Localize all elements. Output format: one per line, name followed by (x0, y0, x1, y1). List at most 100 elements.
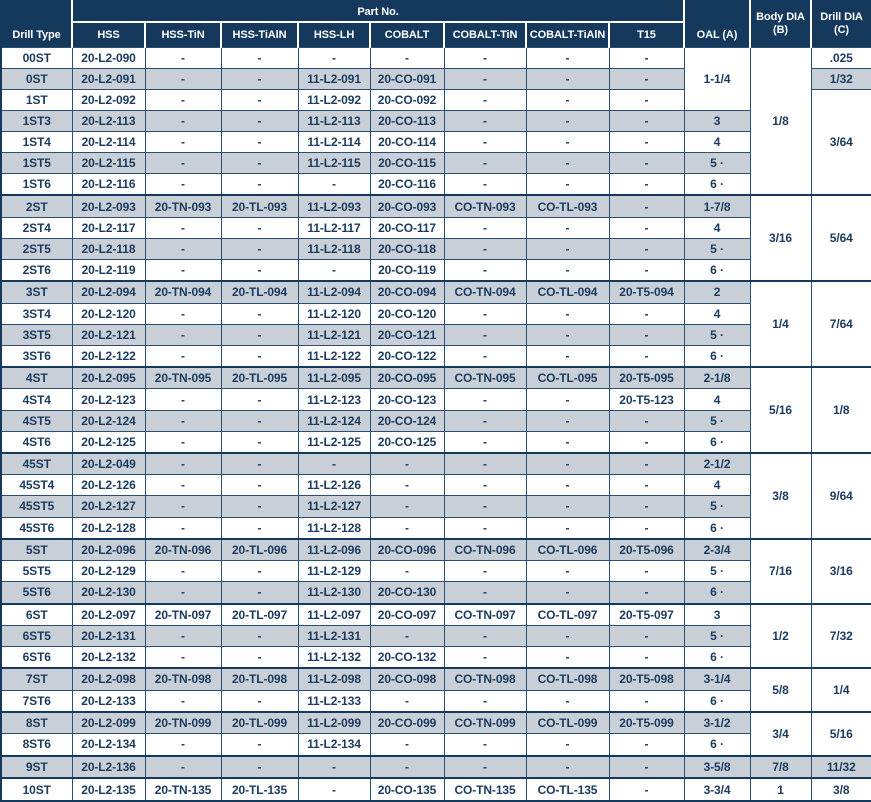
part-cell: 11-L2-121 (297, 323, 371, 346)
part-cell: - (220, 581, 299, 605)
part-cell: 11-L2-134 (297, 733, 371, 757)
table-row: 45ST4 20-L2-126- -11-L2-126- - - -4 (0, 474, 871, 497)
part-cell: 20-L2-093 (71, 194, 146, 218)
oal-cell: 6 · (683, 689, 751, 713)
part-cell: - (443, 344, 527, 368)
part-cell: - (144, 689, 222, 713)
part-cell: - (220, 323, 299, 346)
table-row: 2ST6 20-L2-119- - -20-CO-119- - -6 · (0, 259, 871, 282)
part-cell: 20-L2-090 (71, 46, 146, 69)
part-cell: - (608, 430, 685, 454)
part-cell: - (608, 46, 685, 69)
part-cell: - (220, 259, 299, 282)
oal-cell: 3-5/8 (683, 754, 751, 779)
part-cell: CO-TL-099 (525, 710, 610, 735)
part-cell: - (608, 777, 685, 802)
part-cell: 20-L2-121 (71, 323, 146, 346)
part-cell: 20-TL-095 (220, 366, 299, 390)
oal-cell: 2-3/4 (683, 537, 751, 562)
part-cell: - (525, 452, 610, 476)
part-cell: - (369, 754, 445, 779)
oal-cell: 4 (683, 216, 751, 239)
part-cell: - (443, 646, 527, 669)
part-cell: CO-TL-096 (525, 537, 610, 562)
part-cell: - (525, 581, 610, 605)
drill-type-cell: 8ST (0, 710, 73, 735)
part-cell: 20-TN-093 (144, 194, 222, 218)
part-cell: 20-TL-093 (220, 194, 299, 218)
part-cell: - (443, 173, 527, 196)
body-dia-cell: 5/8 (749, 667, 812, 713)
drill-type-cell: 10ST (0, 777, 73, 802)
part-cell: - (220, 560, 299, 583)
drill-type-cell: 2ST4 (0, 216, 73, 239)
part-cell: 11-L2-120 (297, 302, 371, 325)
body-dia-cell: 7/8 (749, 754, 812, 779)
table-row: 5ST6 20-L2-130- -11-L2-130 20-CO-130- - -6 · (0, 581, 871, 605)
drill-type-cell: 6ST6 (0, 646, 73, 669)
part-cell: - (525, 474, 610, 497)
part-cell: 20-CO-114 (369, 130, 445, 154)
part-cell: - (144, 388, 222, 411)
part-cell: 20-CO-096 (369, 537, 445, 562)
body-dia-cell: 3/8 (749, 452, 812, 540)
part-cell: - (525, 323, 610, 346)
part-cell: - (443, 581, 527, 605)
drill-type-cell: 45ST6 (0, 516, 73, 540)
drill-type-cell: 5ST5 (0, 560, 73, 583)
part-cell: - (525, 560, 610, 583)
part-cell: - (525, 259, 610, 282)
table-row: 3ST 20-L2-094 20-TN-094 20-TL-094 11-L2-094 2… (0, 280, 871, 368)
part-cell: 11-L2-114 (297, 130, 371, 154)
table-row: 1ST5 20-L2-115- -11-L2-115 20-CO-115- - -5 · (0, 152, 871, 175)
drill-type-cell: 0ST (0, 67, 73, 90)
oal-cell: 2-1/2 (683, 452, 751, 476)
part-cell: - (443, 474, 527, 497)
table-row: 3ST5 20-L2-121- -11-L2-121 20-CO-121- - -5 · (0, 323, 871, 346)
drill-type-cell: 4ST5 (0, 409, 73, 432)
part-cell: 20-CO-115 (369, 152, 445, 175)
oal-cell: 5 · (683, 237, 751, 261)
part-cell: - (369, 495, 445, 518)
body-dia-cell: 1/8 (749, 46, 812, 196)
part-cell: - (220, 109, 299, 132)
part-cell: 20-TL-097 (220, 602, 299, 626)
drill-type-cell: 5ST6 (0, 581, 73, 605)
part-cell: - (144, 237, 222, 261)
part-cell: 20-T5-099 (608, 710, 685, 735)
header-body-dia-line1: Body DIA (756, 11, 805, 24)
part-cell: 20-CO-118 (369, 237, 445, 261)
part-cell: 20-TN-094 (144, 280, 222, 304)
header-cobalt-tialn: COBALT-TiAlN (525, 22, 609, 47)
part-cell: - (525, 67, 610, 90)
part-cell: 20-TN-095 (144, 366, 222, 390)
part-cell: 20-L2-125 (71, 430, 146, 454)
drill-type-cell: 1ST5 (0, 152, 73, 175)
part-cell: CO-TL-094 (525, 280, 610, 304)
part-cell: 20-TL-135 (220, 777, 299, 802)
part-cell: - (297, 259, 371, 282)
drill-dia-cell: 1/32 (810, 67, 871, 90)
part-cell: 20-TL-096 (220, 537, 299, 562)
drill-type-cell: 2ST5 (0, 237, 73, 261)
part-cell: - (608, 560, 685, 583)
part-cell: - (144, 344, 222, 368)
part-cell: 20-L2-134 (71, 733, 146, 757)
part-cell: - (443, 302, 527, 325)
part-cell: - (144, 259, 222, 282)
table-body: 00ST 20-L2-090- - - - - - -1-1/4 1/8.025 0ST 20-L2… (0, 46, 871, 802)
part-cell: - (525, 46, 610, 69)
part-cell: - (144, 173, 222, 196)
part-cell: 20-T5-095 (608, 366, 685, 390)
part-cell: - (443, 409, 527, 432)
part-cell: - (608, 323, 685, 346)
part-cell: 20-CO-130 (369, 581, 445, 605)
oal-cell: 6 · (683, 733, 751, 757)
oal-cell: 4 (683, 130, 751, 154)
part-cell: - (525, 302, 610, 325)
header-cobalt-tin: COBALT-TiN (443, 22, 526, 47)
header-body-dia: Body DIA (B) (749, 1, 811, 47)
part-cell: 20-L2-128 (71, 516, 146, 540)
header-hss-tialn: HSS-TiAlN (220, 22, 298, 47)
part-cell: - (369, 689, 445, 713)
